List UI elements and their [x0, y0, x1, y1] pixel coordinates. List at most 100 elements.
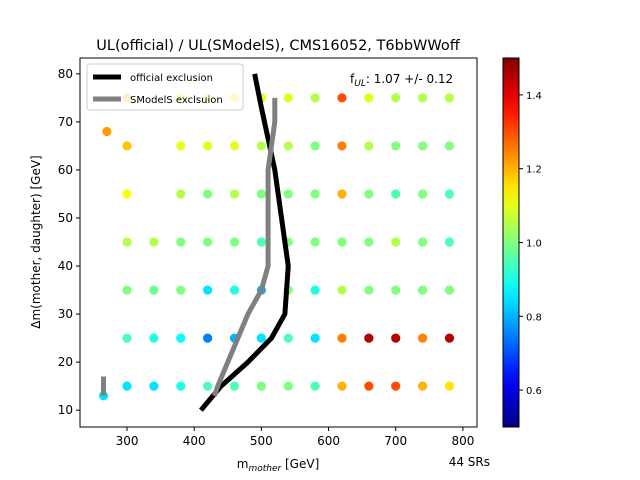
point [176, 141, 186, 151]
point [176, 237, 186, 247]
point [310, 285, 320, 295]
x-label-base: m [237, 457, 249, 471]
point [391, 141, 401, 151]
point [417, 93, 428, 103]
point [122, 141, 132, 151]
x-tick-label: 800 [451, 434, 474, 448]
point [122, 189, 132, 199]
point [283, 381, 293, 391]
point [391, 93, 401, 103]
point [149, 237, 159, 247]
point [337, 189, 347, 199]
point [364, 141, 374, 151]
point [391, 285, 401, 295]
point [203, 141, 213, 151]
point [229, 237, 240, 247]
colorbar-tick-label: 1.0 [526, 239, 542, 250]
point [283, 333, 293, 343]
colorbar [502, 57, 520, 428]
exclusion-line [198, 73, 291, 412]
point [444, 237, 455, 247]
point [256, 141, 266, 151]
point [444, 189, 455, 199]
point [283, 93, 293, 103]
point [149, 381, 159, 391]
point [364, 333, 374, 343]
point [229, 381, 240, 391]
point [203, 381, 213, 391]
point [444, 333, 455, 343]
exclusion-line [101, 97, 278, 397]
chart-title: UL(official) / UL(SModelS), CMS16052, T6… [96, 38, 460, 54]
annotation-base: f [350, 72, 355, 86]
annotation-text: : 1.07 +/- 0.12 [366, 72, 453, 86]
note: 44 SRs [449, 455, 490, 469]
x-tick-label: 400 [183, 434, 206, 448]
legend-box [86, 63, 244, 111]
legend-label: SModelS exclsuion [130, 95, 223, 106]
point [444, 93, 455, 103]
point [310, 237, 320, 247]
x-label-unit: [GeV] [281, 457, 319, 471]
point [122, 285, 132, 295]
point [102, 126, 112, 137]
point [310, 189, 320, 199]
point [229, 141, 240, 151]
point [176, 381, 186, 391]
point [229, 189, 240, 199]
y-tick-label: 30 [58, 307, 73, 321]
x-axis-label: mmother [GeV] [237, 457, 320, 474]
annotation: fUL: 1.07 +/- 0.12 [350, 72, 453, 89]
point [391, 237, 401, 247]
point [310, 333, 320, 343]
point [203, 237, 213, 247]
colorbar-tick-label: 0.8 [526, 312, 542, 323]
point [310, 93, 320, 103]
y-tick-label: 10 [58, 403, 73, 417]
point [391, 189, 401, 199]
y-tick-label: 80 [58, 67, 73, 81]
y-tick-label: 40 [58, 259, 73, 273]
point [391, 333, 401, 343]
point [337, 93, 347, 103]
x-label-sub: mother [248, 464, 282, 474]
point [176, 285, 186, 295]
point [444, 285, 455, 295]
point [337, 333, 347, 343]
point [149, 333, 159, 343]
point [364, 189, 374, 199]
point [310, 381, 320, 391]
point [176, 189, 186, 199]
y-tick-label: 60 [58, 163, 73, 177]
point [256, 333, 266, 343]
point [337, 381, 347, 391]
point [364, 93, 374, 103]
point [417, 141, 428, 151]
point [337, 141, 347, 151]
point [122, 333, 132, 343]
point [417, 189, 428, 199]
plot-frame [79, 57, 478, 428]
point [149, 285, 159, 295]
y-tick-label: 70 [58, 115, 73, 129]
point [176, 333, 186, 343]
x-tick-label: 600 [317, 434, 340, 448]
point [391, 381, 401, 391]
point [364, 237, 374, 247]
point [122, 237, 132, 247]
y-tick-label: 20 [58, 355, 73, 369]
colorbar-tick-label: 1.2 [526, 165, 542, 176]
point [203, 189, 213, 199]
point [203, 333, 213, 343]
point [310, 141, 320, 151]
point [256, 189, 266, 199]
colorbar-tick-label: 1.4 [526, 91, 542, 102]
point [203, 285, 213, 295]
annotation-sub: UL [354, 79, 366, 89]
point [229, 285, 240, 295]
point [337, 285, 347, 295]
x-tick-label: 300 [116, 434, 139, 448]
point [417, 333, 428, 343]
point [444, 141, 455, 151]
